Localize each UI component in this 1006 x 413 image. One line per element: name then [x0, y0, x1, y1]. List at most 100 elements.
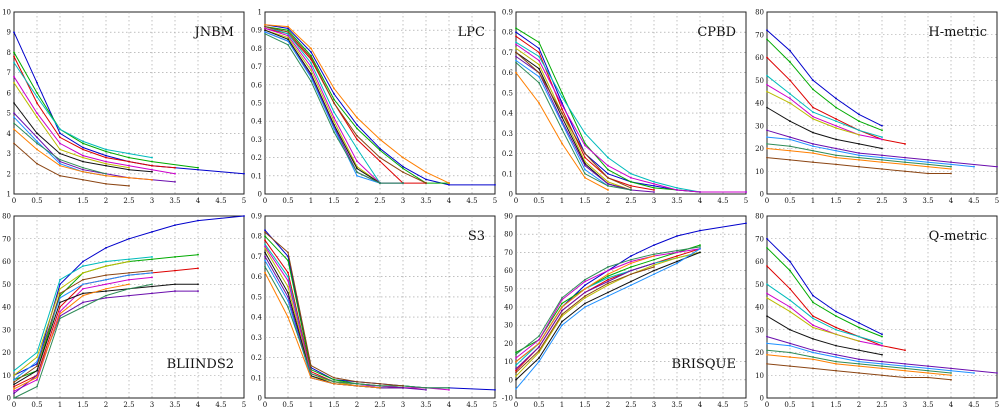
data-point [607, 164, 609, 167]
data-point [812, 88, 814, 91]
data-point [812, 326, 814, 329]
data-point [812, 358, 814, 361]
x-tick-label: 3.5 [671, 401, 682, 409]
series-line [766, 247, 883, 338]
data-point [789, 149, 791, 152]
data-point [584, 287, 586, 290]
data-point [128, 160, 130, 163]
chart-title: H-metric [928, 25, 987, 40]
chart-panel-bliinds2: 0 10 20 30 40 50 60 70 80 0 0.5 1 1.5 2 2.5 3 3.5 4 4.5 5 BL… [2, 213, 246, 410]
data-point [448, 389, 450, 391]
data-point [515, 41, 517, 44]
data-point [128, 274, 130, 277]
data-point [766, 156, 768, 159]
data-point [105, 148, 107, 151]
series-line [766, 342, 975, 374]
data-point [264, 243, 266, 246]
data-point [766, 342, 768, 345]
data-point [835, 353, 837, 356]
data-point [36, 378, 38, 381]
data-point [287, 43, 289, 46]
series-line [264, 31, 381, 184]
data-point [881, 365, 883, 368]
y-tick-label: 50 [2, 281, 11, 289]
series-line [264, 24, 495, 186]
data-point [858, 113, 860, 116]
data-point [538, 349, 540, 352]
data-point [287, 29, 289, 32]
chart-title: S3 [468, 229, 485, 244]
data-point [333, 98, 335, 101]
x-tick-label: 3.5 [169, 197, 180, 205]
data-point [789, 145, 791, 148]
data-point [789, 356, 791, 358]
data-point [812, 111, 814, 113]
data-point [36, 148, 38, 151]
data-point [858, 372, 860, 374]
data-point [835, 138, 837, 141]
data-point [766, 38, 768, 41]
x-tick-label: 5 [995, 401, 999, 409]
data-point [607, 172, 609, 175]
data-point [13, 385, 15, 388]
data-point [881, 147, 883, 150]
x-tick-label: 4 [196, 197, 201, 205]
data-point [197, 290, 199, 292]
x-tick-label: 1 [309, 197, 313, 205]
data-point [287, 25, 289, 28]
data-point [835, 149, 837, 152]
data-point [812, 115, 814, 118]
data-point [82, 294, 84, 297]
data-point [676, 260, 678, 263]
y-tick-label: 10 [755, 372, 764, 380]
y-tick-label: 40 [755, 304, 764, 312]
data-point [607, 189, 609, 191]
data-point [607, 273, 609, 276]
data-point [287, 306, 289, 308]
data-point [858, 326, 860, 329]
data-point [105, 154, 107, 157]
data-point [766, 353, 768, 356]
x-tick-label: 1.5 [328, 401, 339, 409]
data-point [766, 74, 768, 77]
data-point [333, 120, 335, 123]
x-tick-label: 0 [765, 401, 769, 409]
data-point [904, 362, 906, 365]
data-point [653, 258, 655, 261]
data-point [835, 315, 837, 317]
data-point [950, 161, 952, 164]
data-point [538, 75, 540, 78]
x-tick-label: 2.5 [876, 197, 887, 205]
y-tick-label: 70 [504, 249, 513, 257]
data-point [858, 143, 860, 145]
data-point [858, 120, 860, 123]
data-point [310, 54, 312, 57]
data-point [356, 384, 358, 387]
data-point [904, 349, 906, 352]
data-point [630, 280, 632, 283]
data-point [881, 342, 883, 345]
data-point [584, 278, 586, 281]
data-point [630, 260, 632, 263]
y-tick-label: 10 [2, 9, 11, 17]
series-line [766, 292, 883, 347]
data-point [584, 156, 586, 159]
data-point [561, 313, 563, 316]
data-point [789, 342, 791, 345]
series-line [766, 29, 883, 127]
data-point [82, 142, 84, 145]
data-point [310, 69, 312, 72]
data-point [128, 260, 130, 263]
data-point [13, 388, 15, 390]
data-point [515, 351, 517, 354]
data-point [287, 285, 289, 288]
y-tick-label: 0.2 [251, 354, 262, 362]
data-point [653, 266, 655, 268]
y-tick-label: 0.5 [251, 293, 262, 301]
y-tick-label: 0.2 [251, 154, 262, 162]
data-point [766, 56, 768, 59]
data-point [425, 171, 427, 174]
x-tick-label: 4.5 [717, 197, 728, 205]
data-point [82, 260, 84, 263]
